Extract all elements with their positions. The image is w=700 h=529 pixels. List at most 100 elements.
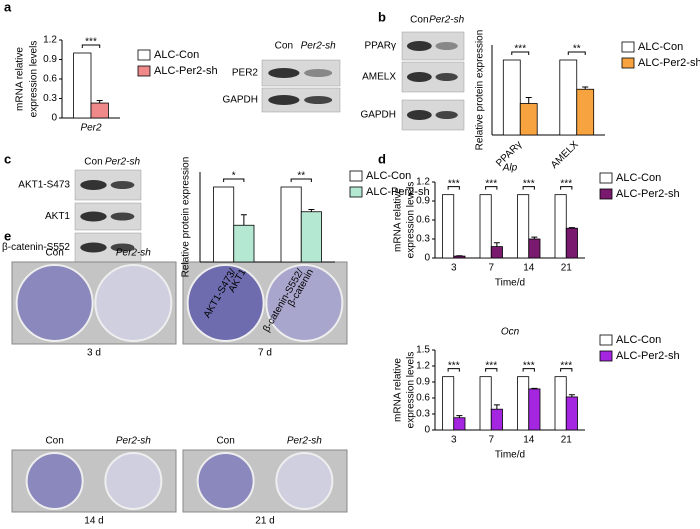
- bar: [502, 59, 521, 136]
- x-axis-label: Time/d: [495, 278, 525, 289]
- y-axis-label: expression levels: [406, 352, 417, 429]
- legend-swatch: [621, 41, 635, 53]
- panel-letter: a: [4, 0, 12, 14]
- legend-label: ALC-Per2-sh: [638, 57, 700, 69]
- sig-label: *: [232, 171, 236, 182]
- x-tick-label: 21: [561, 435, 573, 446]
- legend-swatch: [349, 186, 363, 198]
- sig-label: ***: [560, 178, 572, 189]
- bar: [576, 88, 595, 136]
- sig-bracket: [511, 51, 530, 55]
- error-bar: [531, 387, 538, 389]
- blot-band: [110, 212, 135, 221]
- legend-label: ALC-Con: [616, 172, 661, 184]
- sig-bracket: [485, 186, 498, 190]
- sig-label: ***: [485, 360, 497, 371]
- sig-bracket: [81, 44, 101, 48]
- sig-label: ***: [448, 178, 460, 189]
- well: [25, 452, 84, 510]
- x-tick-label: 7: [488, 435, 494, 446]
- error-bar: [582, 86, 589, 90]
- sig-bracket: [290, 178, 312, 182]
- legend-label: ALC-Con: [638, 41, 683, 53]
- x-tick-label: 3: [451, 263, 457, 274]
- bar: [528, 238, 541, 259]
- blot-row-label: PER2: [232, 68, 259, 79]
- legend-label: ALC-Con: [616, 334, 661, 346]
- sig-label: **: [573, 44, 581, 55]
- legend-label: ALC-Con: [154, 49, 199, 61]
- error-bar: [493, 242, 500, 247]
- sig-bracket: [560, 368, 573, 372]
- panel-letter: c: [4, 151, 11, 166]
- y-tick-label: 0.6: [416, 215, 430, 226]
- day-label: 14 d: [84, 516, 103, 527]
- bar: [519, 103, 538, 136]
- bar: [517, 376, 530, 431]
- bar: [280, 186, 302, 263]
- lane-label: Con: [45, 436, 63, 447]
- well: [275, 452, 334, 510]
- blot-band: [80, 180, 107, 190]
- blot-band: [110, 181, 135, 189]
- y-axis-label: Relative protein expression: [475, 30, 486, 151]
- bar: [453, 417, 466, 431]
- well: [94, 264, 173, 342]
- legend-swatch: [137, 65, 151, 77]
- x-tick-label: 7: [488, 263, 494, 274]
- well: [265, 264, 344, 342]
- sig-bracket: [447, 186, 460, 190]
- sig-label: ***: [523, 360, 535, 371]
- bar: [565, 227, 578, 259]
- sig-bracket: [522, 186, 535, 190]
- error-bar: [308, 209, 315, 212]
- legend-swatch: [599, 188, 613, 200]
- blot-band: [406, 110, 432, 120]
- error-bar: [493, 404, 500, 410]
- lane-label: Per2-sh: [116, 248, 151, 259]
- x-tick-label: Per2: [80, 123, 102, 134]
- bar: [442, 376, 455, 431]
- well: [15, 264, 94, 342]
- blot-band: [110, 243, 135, 252]
- legend-label: ALC-Con: [366, 170, 411, 182]
- y-tick-label: 0.3: [416, 234, 430, 245]
- sig-bracket: [223, 178, 245, 182]
- sig-bracket: [522, 368, 535, 372]
- y-tick-label: 0: [424, 253, 430, 264]
- lane-label: Per2-sh: [287, 436, 322, 447]
- blot-band: [268, 68, 300, 78]
- legend-swatch: [599, 350, 613, 362]
- bar: [554, 194, 567, 259]
- blot-row-label: AKT1: [45, 211, 70, 222]
- y-tick-label: 0: [424, 425, 430, 436]
- x-axis-label: Time/d: [495, 450, 525, 461]
- sig-label: ***: [560, 360, 572, 371]
- lane-label: Per2-sh: [301, 41, 336, 52]
- bar: [517, 194, 530, 259]
- lane-label: Con: [216, 436, 234, 447]
- blot-band: [304, 69, 333, 77]
- y-tick-label: 0.6: [43, 74, 57, 85]
- blot-row-label: GAPDH: [360, 110, 396, 121]
- error-bar: [568, 227, 575, 229]
- well: [186, 264, 265, 342]
- y-tick-label: 0.3: [43, 93, 57, 104]
- x-tick-label: 3: [451, 435, 457, 446]
- legend-label: ALC-Per2-sh: [616, 188, 680, 200]
- legend-swatch: [599, 334, 613, 346]
- sig-label: ***: [448, 360, 460, 371]
- blot-row-label: β-catenin-S552: [2, 242, 70, 253]
- legend-label: ALC-Per2-sh: [154, 65, 218, 77]
- blot-band: [435, 111, 458, 119]
- y-tick-label: 1.2: [416, 177, 430, 188]
- day-label: 3 d: [87, 348, 101, 359]
- x-tick-label: AMELX: [549, 139, 581, 171]
- lane-label: Con: [275, 41, 293, 52]
- blot-band: [80, 242, 107, 253]
- blot-row-label: PPARγ: [365, 41, 397, 52]
- sig-bracket: [560, 186, 573, 190]
- y-tick-label: 0.3: [416, 409, 430, 420]
